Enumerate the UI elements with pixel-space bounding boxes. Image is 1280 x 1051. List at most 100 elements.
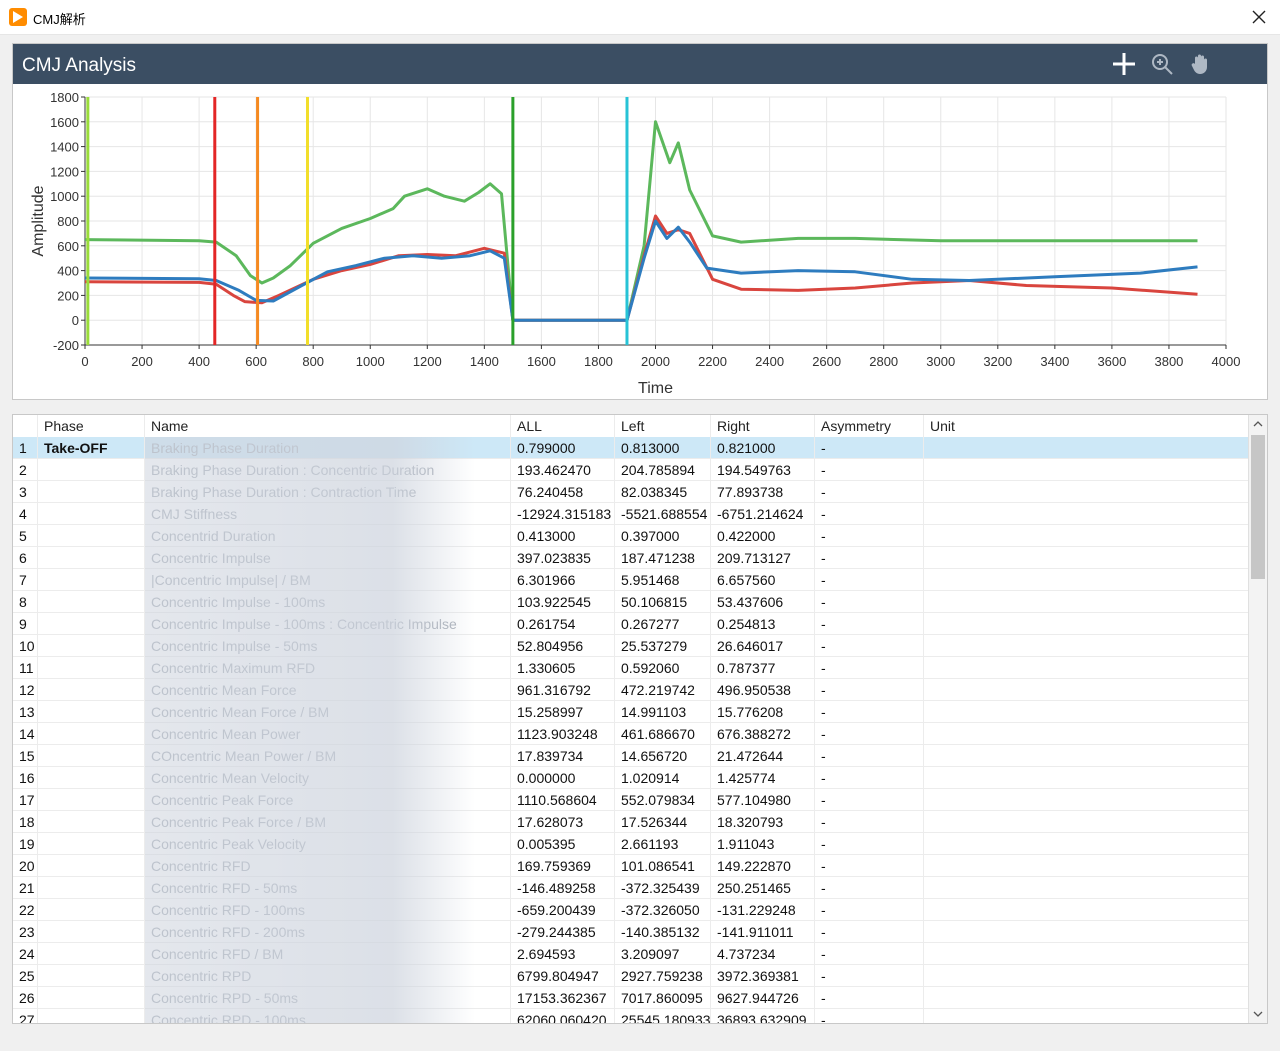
cell-right: 149.222870 xyxy=(711,855,815,876)
cell-idx: 13 xyxy=(13,701,38,722)
header-left[interactable]: Left xyxy=(615,415,711,437)
cell-name: Braking Phase Duration : Concentric Dura… xyxy=(145,459,511,480)
cell-right: 209.713127 xyxy=(711,547,815,568)
table-row[interactable]: 6 Concentric Impulse 397.023835 187.471238 2… xyxy=(13,547,1249,569)
table-row[interactable]: 7 |Concentric Impulse| / BM 6.301966 5.9514… xyxy=(13,569,1249,591)
scroll-thumb[interactable] xyxy=(1251,435,1265,579)
zoom-tool-button[interactable] xyxy=(1150,52,1174,76)
cell-idx: 19 xyxy=(13,833,38,854)
close-button[interactable] xyxy=(1238,0,1280,34)
table-row[interactable]: 27 Concentric RPD - 100ms 62060.060420 2554… xyxy=(13,1009,1249,1023)
cell-right: 0.254813 xyxy=(711,613,815,634)
cell-idx: 12 xyxy=(13,679,38,700)
table-row[interactable]: 19 Concentric Peak Velocity 0.005395 2.6611… xyxy=(13,833,1249,855)
cell-asym: - xyxy=(815,525,924,546)
cell-asym: - xyxy=(815,503,924,524)
table-row[interactable]: 11 Concentric Maximum RFD 1.330605 0.592060… xyxy=(13,657,1249,679)
cell-all: 0.413000 xyxy=(511,525,615,546)
table-row[interactable]: 25 Concentric RPD 6799.804947 2927.759238 39… xyxy=(13,965,1249,987)
cell-unit xyxy=(924,701,1249,722)
cmj-force-chart[interactable]: 0 200 400 600 800 1000 1200 1400 1600 1800 2000 220… xyxy=(13,84,1267,399)
cell-unit xyxy=(924,877,1249,898)
table-row[interactable]: 12 Concentric Mean Force 961.316792 472.219… xyxy=(13,679,1249,701)
pan-tool-button[interactable] xyxy=(1189,52,1213,76)
table-row[interactable]: 10 Concentric Impulse - 50ms 52.804956 25.5… xyxy=(13,635,1249,657)
cell-phase xyxy=(38,613,145,634)
cell-unit xyxy=(924,833,1249,854)
x-tick-label: 3200 xyxy=(983,354,1012,369)
cell-name: Concentric Peak Force xyxy=(145,789,511,810)
cell-asym: - xyxy=(815,591,924,612)
x-tick-label: 3800 xyxy=(1154,354,1183,369)
x-tick-label: 2000 xyxy=(641,354,670,369)
cell-right: 0.821000 xyxy=(711,437,815,458)
table-row[interactable]: 26 Concentric RPD - 50ms 17153.362367 7017.… xyxy=(13,987,1249,1009)
cell-all: 2.694593 xyxy=(511,943,615,964)
crosshair-tool-button[interactable] xyxy=(1112,52,1136,76)
table-row[interactable]: 23 Concentric RFD - 200ms -279.244385 -140.… xyxy=(13,921,1249,943)
header-all[interactable]: ALL xyxy=(511,415,615,437)
cell-unit xyxy=(924,569,1249,590)
cell-all: 17.839734 xyxy=(511,745,615,766)
table-row[interactable]: 22 Concentric RFD - 100ms -659.200439 -372.… xyxy=(13,899,1249,921)
cell-idx: 26 xyxy=(13,987,38,1008)
cell-left: 0.592060 xyxy=(615,657,711,678)
header-name[interactable]: Name xyxy=(145,415,511,437)
cell-idx: 15 xyxy=(13,745,38,766)
cell-unit xyxy=(924,1009,1249,1023)
table-row[interactable]: 17 Concentric Peak Force 1110.568604 552.07… xyxy=(13,789,1249,811)
cell-right: 676.388272 xyxy=(711,723,815,744)
x-tick-label: 4000 xyxy=(1212,354,1241,369)
table-row[interactable]: 24 Concentric RFD / BM 2.694593 3.209097 4.7… xyxy=(13,943,1249,965)
cell-idx: 25 xyxy=(13,965,38,986)
cell-phase xyxy=(38,701,145,722)
scroll-up-button[interactable] xyxy=(1249,415,1267,433)
cell-right: -6751.214624 xyxy=(711,503,815,524)
cell-unit xyxy=(924,723,1249,744)
cell-name: Concentrid Duration xyxy=(145,525,511,546)
cell-all: 6.301966 xyxy=(511,569,615,590)
x-tick-label: 1200 xyxy=(413,354,442,369)
header-unit[interactable]: Unit xyxy=(924,415,1249,437)
cell-left: 2927.759238 xyxy=(615,965,711,986)
header-asymmetry[interactable]: Asymmetry xyxy=(815,415,924,437)
table-row[interactable]: 20 Concentric RFD 169.759369 101.086541 149.… xyxy=(13,855,1249,877)
table-row[interactable]: 4 CMJ Stiffness -12924.315183 -5521.688554-… xyxy=(13,503,1249,525)
cell-idx: 27 xyxy=(13,1009,38,1023)
cell-all: -279.244385 xyxy=(511,921,615,942)
cell-name: Concentric Mean Force xyxy=(145,679,511,700)
vertical-scrollbar[interactable] xyxy=(1248,415,1267,1023)
table-row[interactable]: 16 Concentric Mean Velocity 0.000000 1.0209… xyxy=(13,767,1249,789)
cell-asym: - xyxy=(815,877,924,898)
crosshair-icon xyxy=(1113,53,1135,75)
cell-asym: - xyxy=(815,855,924,876)
cell-phase xyxy=(38,1009,145,1023)
cell-right: 496.950538 xyxy=(711,679,815,700)
cell-phase xyxy=(38,723,145,744)
cell-all: 62060.060420 xyxy=(511,1009,615,1023)
table-row[interactable]: 2 Braking Phase Duration : Concentric Dur… xyxy=(13,459,1249,481)
table-row[interactable]: 1 Take-OFF Braking Phase Duration 0.799000 0… xyxy=(13,437,1249,459)
cell-asym: - xyxy=(815,921,924,942)
table-row[interactable]: 8 Concentric Impulse - 100ms 103.922545 50.… xyxy=(13,591,1249,613)
cell-right: 1.425774 xyxy=(711,767,815,788)
table-row[interactable]: 21 Concentric RFD - 50ms -146.489258 -372.3… xyxy=(13,877,1249,899)
header-right[interactable]: Right xyxy=(711,415,815,437)
cell-right: 18.320793 xyxy=(711,811,815,832)
app-play-icon xyxy=(9,8,27,26)
cell-unit xyxy=(924,745,1249,766)
table-row[interactable]: 13 Concentric Mean Force / BM 15.258997 14.… xyxy=(13,701,1249,723)
table-row[interactable]: 15 COncentric Mean Power / BM 17.839734 14.… xyxy=(13,745,1249,767)
cell-asym: - xyxy=(815,635,924,656)
table-row[interactable]: 5 Concentrid Duration 0.413000 0.397000 0.42… xyxy=(13,525,1249,547)
scroll-down-button[interactable] xyxy=(1249,1005,1267,1023)
table-row[interactable]: 9 Concentric Impulse - 100ms : Concentric… xyxy=(13,613,1249,635)
x-tick-label: 3400 xyxy=(1040,354,1069,369)
cell-asym: - xyxy=(815,613,924,634)
cell-idx: 24 xyxy=(13,943,38,964)
cell-unit xyxy=(924,547,1249,568)
table-row[interactable]: 14 Concentric Mean Power 1123.903248 461.68… xyxy=(13,723,1249,745)
table-row[interactable]: 3 Braking Phase Duration : Contraction Ti… xyxy=(13,481,1249,503)
table-row[interactable]: 18 Concentric Peak Force / BM 17.628073 17.… xyxy=(13,811,1249,833)
header-phase[interactable]: Phase xyxy=(38,415,145,437)
